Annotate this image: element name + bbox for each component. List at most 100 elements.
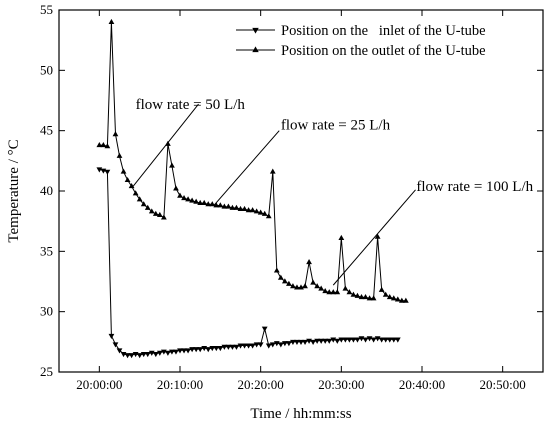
data-point xyxy=(173,349,179,355)
data-point xyxy=(213,345,220,352)
y-tick-label: 30 xyxy=(40,304,53,319)
data-point xyxy=(269,168,276,174)
data-point xyxy=(298,339,304,346)
data-point xyxy=(217,202,224,208)
data-point xyxy=(322,338,329,344)
data-point xyxy=(189,197,195,203)
y-axis-label: Temperature / °C xyxy=(6,139,22,242)
y-tick-label: 55 xyxy=(40,2,53,17)
x-tick-label: 20:00:00 xyxy=(76,377,122,392)
series-layer xyxy=(96,18,409,359)
y-tick-label: 35 xyxy=(40,243,53,258)
data-point xyxy=(286,341,292,347)
x-axis-label: Time / hh:mm:ss xyxy=(250,406,351,422)
data-point xyxy=(181,348,187,354)
data-point xyxy=(249,343,256,349)
data-point xyxy=(221,344,228,350)
annotation-leader xyxy=(213,130,280,206)
data-point xyxy=(136,196,143,202)
data-point xyxy=(185,348,191,354)
legend-marker xyxy=(252,46,259,53)
data-point xyxy=(148,208,155,214)
data-point xyxy=(318,338,325,344)
data-point xyxy=(205,347,212,353)
data-point xyxy=(233,344,240,350)
data-point xyxy=(257,209,264,215)
data-point xyxy=(217,345,224,352)
data-point xyxy=(362,293,369,300)
data-point xyxy=(378,337,385,343)
data-point xyxy=(136,353,143,359)
data-point xyxy=(314,283,321,289)
annotations: flow rate = 50 L/h flow rate = 25 L/h flow… xyxy=(132,97,534,286)
data-point xyxy=(245,207,252,213)
x-tick-label: 20:10:00 xyxy=(157,377,203,392)
data-point xyxy=(108,333,115,339)
data-point xyxy=(322,287,329,294)
data-point xyxy=(169,162,175,168)
data-point xyxy=(310,279,316,285)
data-point xyxy=(201,199,208,205)
data-point xyxy=(310,339,316,346)
data-point xyxy=(253,208,260,214)
data-point xyxy=(112,131,119,137)
data-point xyxy=(394,337,401,343)
data-point xyxy=(177,192,183,198)
data-point xyxy=(294,339,300,346)
y-tick-label: 40 xyxy=(40,183,53,198)
data-point xyxy=(265,213,272,219)
x-tick-label: 20:30:00 xyxy=(318,377,364,392)
data-point xyxy=(241,343,248,349)
legend-marker xyxy=(252,27,259,34)
data-point xyxy=(334,338,341,344)
data-point xyxy=(273,267,280,273)
data-point xyxy=(197,199,204,205)
data-point xyxy=(156,350,163,356)
data-point xyxy=(265,343,272,349)
annotation-label: flow rate = 50 L/h xyxy=(136,97,246,113)
data-point xyxy=(390,337,397,343)
data-point xyxy=(120,168,127,174)
data-point xyxy=(350,291,357,297)
legend: Position on the inlet of the U-tube Posit… xyxy=(236,23,486,59)
data-point xyxy=(185,196,191,202)
data-point xyxy=(205,201,212,207)
data-point xyxy=(100,141,107,148)
data-point xyxy=(104,143,111,149)
data-point xyxy=(229,204,236,210)
data-point xyxy=(124,176,131,183)
data-point xyxy=(269,342,276,348)
data-point xyxy=(350,337,357,343)
data-point xyxy=(104,169,111,175)
y-tick-label: 45 xyxy=(40,123,53,138)
data-point xyxy=(213,202,220,208)
data-point xyxy=(209,345,216,352)
data-point xyxy=(209,201,216,207)
data-point xyxy=(249,207,256,213)
data-point xyxy=(241,205,248,212)
data-point xyxy=(233,204,240,210)
data-point xyxy=(358,293,365,300)
data-point xyxy=(193,347,200,353)
series-inlet xyxy=(96,167,401,359)
data-point xyxy=(382,337,389,343)
data-point xyxy=(165,350,171,356)
axis-ticks: 25 30 35 40 45 50 55 20:00:00 20:10:00 20:20:00 20… xyxy=(40,2,543,392)
data-point xyxy=(286,280,292,286)
data-point xyxy=(189,347,195,353)
data-point xyxy=(173,185,179,191)
data-point xyxy=(366,295,373,301)
y-tick-label: 25 xyxy=(40,364,53,379)
data-point xyxy=(342,337,349,343)
data-point xyxy=(257,342,264,348)
annotation-leader xyxy=(132,103,199,187)
data-point xyxy=(124,353,131,359)
data-point xyxy=(342,285,349,291)
data-point xyxy=(237,343,244,349)
data-point xyxy=(156,211,163,218)
data-point xyxy=(326,289,333,295)
data-point xyxy=(281,341,288,347)
data-point xyxy=(294,284,300,290)
data-point xyxy=(334,289,341,295)
